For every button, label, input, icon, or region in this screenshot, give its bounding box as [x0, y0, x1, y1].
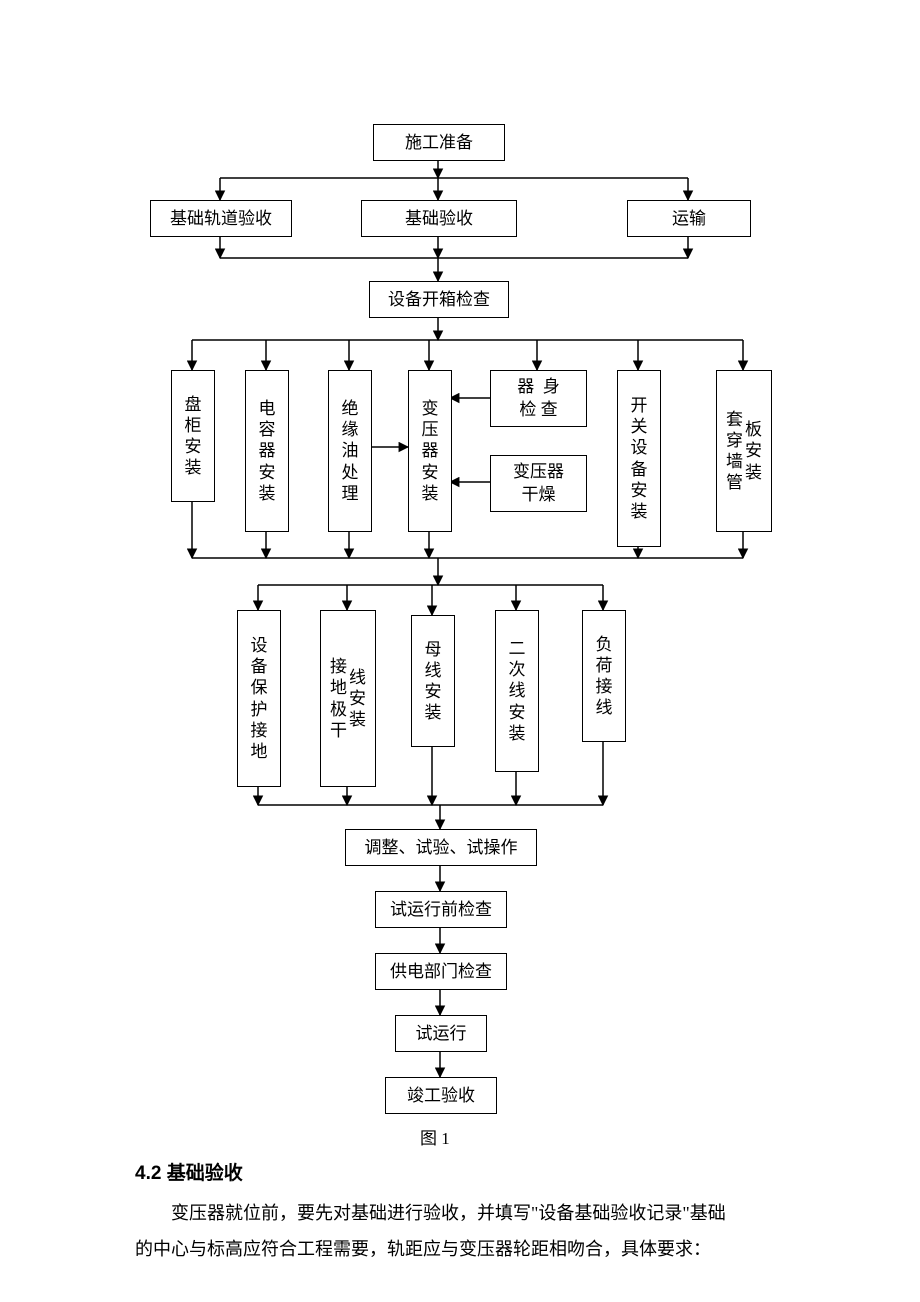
figure-caption: 图 1	[420, 1124, 450, 1149]
flow-node-n19: 试运行前检查	[375, 891, 507, 928]
flow-node-n11: 开关设备安装	[617, 370, 661, 547]
flow-node-n1: 基础轨道验收	[150, 200, 292, 237]
flow-node-n16: 二次线安装	[495, 610, 539, 772]
flow-node-n12: 套穿墙管板安装	[716, 370, 772, 532]
flow-node-n15: 母线安装	[411, 615, 455, 747]
flow-node-n5: 盘柜安装	[171, 370, 215, 502]
flow-node-n21: 试运行	[395, 1015, 487, 1052]
flow-node-n13: 设备保护接地	[237, 610, 281, 787]
flow-node-n7: 绝缘油处理	[328, 370, 372, 532]
flow-node-n18: 调整、试验、试操作	[345, 829, 537, 866]
flow-node-n8: 变压器安装	[408, 370, 452, 532]
flow-node-n3: 运输	[627, 200, 751, 237]
section-heading: 4.2 基础验收	[135, 1158, 243, 1185]
flow-node-n17: 负荷接线	[582, 610, 626, 742]
flow-node-n9: 器 身检 查	[490, 370, 587, 427]
flow-node-n10: 变压器干燥	[490, 455, 587, 512]
flow-node-n0: 施工准备	[373, 124, 505, 161]
flow-node-n6: 电容器安装	[245, 370, 289, 532]
flow-node-n14: 接地极干线安装	[320, 610, 376, 787]
flow-node-n4: 设备开箱检查	[369, 281, 509, 318]
flow-node-n22: 竣工验收	[385, 1077, 497, 1114]
flow-node-n20: 供电部门检查	[375, 953, 507, 990]
flow-node-n2: 基础验收	[361, 200, 517, 237]
